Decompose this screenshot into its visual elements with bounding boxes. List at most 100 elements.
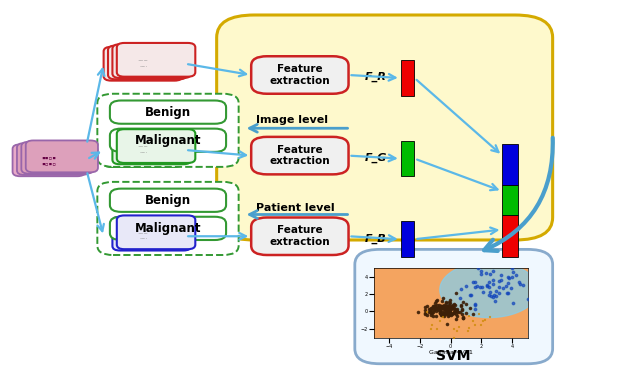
Point [442,306,452,312]
Point [496,277,506,283]
Point [425,308,435,314]
Point [438,310,448,316]
Text: SVM: SVM [436,348,471,363]
Point [477,322,487,328]
Point [438,312,448,318]
Point [516,280,526,286]
Point [498,285,508,291]
Point [432,326,442,332]
Text: Malignant: Malignant [135,222,201,235]
Point [484,292,494,298]
Point [438,314,448,320]
Point [436,312,446,318]
Point [436,304,446,310]
Point [488,268,498,274]
Point [430,304,440,310]
Point [450,308,460,314]
Point [441,307,452,313]
FancyBboxPatch shape [110,129,226,152]
FancyBboxPatch shape [97,182,239,255]
Point [470,279,480,285]
Point [437,304,447,310]
Point [496,261,506,267]
Point [441,304,451,310]
Point [436,308,446,314]
Point [449,305,459,311]
Point [447,306,457,312]
Point [460,283,470,289]
Polygon shape [440,262,538,318]
FancyBboxPatch shape [21,142,94,174]
Point [445,309,455,315]
Point [485,292,495,298]
FancyBboxPatch shape [110,217,226,240]
FancyBboxPatch shape [117,43,195,77]
Point [451,315,461,321]
Point [436,312,447,318]
Point [438,303,448,309]
Point [433,305,443,311]
FancyBboxPatch shape [26,141,98,172]
Point [435,318,445,324]
Point [484,284,494,290]
Point [447,303,457,309]
Point [420,310,430,316]
Point [481,270,491,276]
Point [434,302,444,308]
Point [506,285,516,291]
Point [447,304,457,310]
FancyBboxPatch shape [251,56,349,94]
Point [428,309,438,315]
FancyBboxPatch shape [17,143,89,175]
Point [465,292,475,298]
Point [494,284,504,290]
Point [452,327,462,333]
Point [441,311,451,317]
Point [470,301,480,307]
Point [441,299,451,305]
Point [441,321,452,327]
Point [465,305,475,311]
Point [420,304,430,310]
Point [443,302,453,308]
Point [457,310,467,316]
Point [424,309,434,315]
Point [433,308,443,314]
Point [444,304,454,310]
Point [491,293,501,299]
Point [444,312,454,318]
Point [507,269,517,275]
Point [426,307,436,313]
Point [426,312,436,318]
FancyBboxPatch shape [97,94,239,167]
Point [485,314,495,320]
Point [428,307,438,313]
Point [488,277,498,283]
Text: ~·~
·~·: ~·~ ·~· [138,145,149,155]
Point [420,307,430,313]
Point [472,283,482,289]
Point [442,306,452,312]
Point [458,314,468,320]
Point [435,304,445,310]
Bar [502,215,518,257]
Point [491,288,501,294]
Point [453,309,463,315]
Point [438,304,448,310]
Point [430,300,440,306]
Point [465,292,475,298]
Point [443,314,453,320]
Point [447,303,457,309]
Point [475,284,485,290]
FancyBboxPatch shape [217,15,553,240]
FancyBboxPatch shape [112,217,191,250]
Point [443,310,453,316]
Text: Feature
extraction: Feature extraction [269,145,330,166]
Point [468,279,478,285]
Bar [401,221,414,257]
Point [422,312,432,318]
Point [437,297,447,303]
Point [496,272,506,278]
FancyBboxPatch shape [104,219,182,253]
Point [447,311,457,317]
